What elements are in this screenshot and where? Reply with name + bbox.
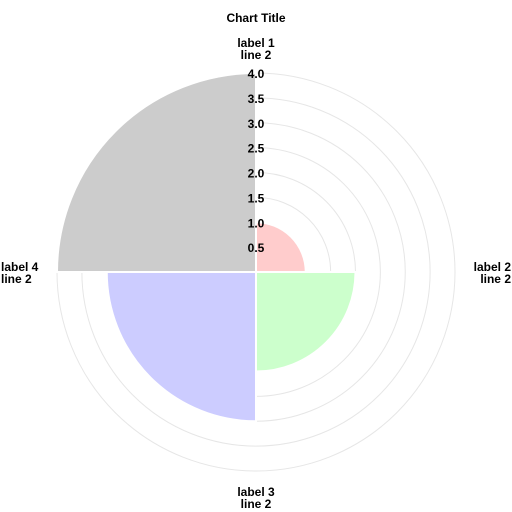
category-label-line: label 4 bbox=[1, 260, 39, 274]
wedges bbox=[55, 71, 357, 423]
category-label-3: label 3 line 2 bbox=[237, 485, 275, 511]
chart-title: Chart Title bbox=[226, 11, 285, 25]
wedge-3 bbox=[105, 271, 257, 423]
category-label-line: label 3 bbox=[237, 485, 275, 499]
tick-label-4: 2.0 bbox=[248, 167, 265, 181]
tick-label-6: 3.0 bbox=[248, 117, 265, 131]
category-label-4: label 4 line 2 bbox=[1, 260, 39, 286]
tick-label-3: 1.5 bbox=[248, 191, 265, 205]
tick-label-8: 4.0 bbox=[248, 67, 265, 81]
radial-tick-labels: 0.5 1.0 1.5 2.0 2.5 3.0 3.5 4.0 bbox=[248, 67, 265, 255]
category-label-1: label 1 line 2 bbox=[237, 36, 275, 62]
category-label-line: label 2 bbox=[474, 260, 512, 274]
wedge-1 bbox=[255, 221, 307, 273]
wedge-4 bbox=[55, 71, 257, 273]
category-label-2: label 2 line 2 bbox=[474, 260, 512, 286]
tick-label-7: 3.5 bbox=[248, 92, 265, 106]
tick-label-1: 0.5 bbox=[248, 241, 265, 255]
tick-label-2: 1.0 bbox=[248, 216, 265, 230]
category-label-line: line 2 bbox=[241, 497, 272, 511]
category-label-line: label 1 bbox=[237, 36, 275, 50]
category-label-line: line 2 bbox=[241, 48, 272, 62]
tick-label-5: 2.5 bbox=[248, 142, 265, 156]
wedge-2 bbox=[255, 271, 357, 373]
category-label-line: line 2 bbox=[1, 272, 32, 286]
category-label-line: line 2 bbox=[480, 272, 511, 286]
